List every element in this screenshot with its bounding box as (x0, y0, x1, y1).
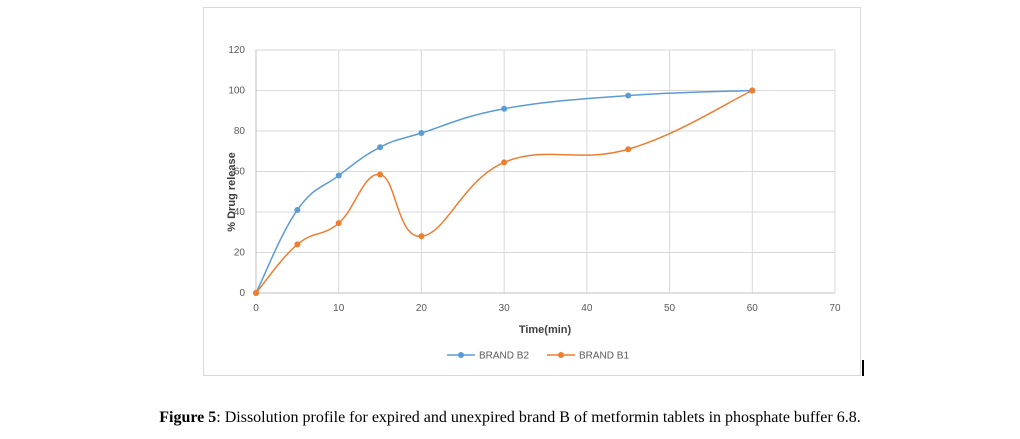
data-point-brand-b1 (501, 159, 508, 166)
data-point-brand-b2 (377, 144, 384, 151)
x-tick-label: 10 (333, 303, 345, 314)
x-tick-label: 50 (664, 303, 676, 314)
data-point-brand-b2 (501, 105, 508, 112)
y-tick-label: 100 (228, 86, 245, 97)
data-point-brand-b2 (335, 172, 342, 179)
figure-caption: Figure 5: Dissolution profile for expire… (0, 409, 1020, 427)
legend-marker-brand-b1 (558, 352, 564, 358)
axes: 0 20 40 60 80 100 120 0 10 20 30 40 50 60 70 (228, 45, 841, 314)
x-tick-label: 30 (499, 303, 511, 314)
text-cursor-mark (862, 360, 864, 376)
x-tick-label: 60 (747, 303, 759, 314)
caption-text: : Dissolution profile for expired and un… (216, 409, 861, 426)
y-tick-label: 20 (234, 248, 246, 259)
y-tick-label: 80 (234, 126, 246, 137)
data-point-brand-b1 (749, 87, 756, 94)
gridlines (255, 49, 836, 294)
line-chart: 0 20 40 60 80 100 120 0 10 20 30 40 50 60 70 Time(min)… (226, 45, 841, 362)
y-axis-title: % Drug release (226, 152, 238, 231)
x-tick-label: 70 (829, 303, 841, 314)
legend-label-brand-b2: BRAND B2 (479, 351, 529, 362)
chart-frame: 0 20 40 60 80 100 120 0 10 20 30 40 50 60 70 Time(min)… (203, 7, 861, 376)
data-point-brand-b2 (294, 206, 301, 213)
caption-label: Figure 5 (159, 409, 217, 426)
data-point-brand-b2 (625, 92, 632, 99)
x-tick-label: 20 (416, 303, 428, 314)
x-tick-label: 40 (581, 303, 593, 314)
y-tick-label: 0 (239, 288, 245, 299)
data-point-brand-b1 (418, 233, 425, 240)
legend-label-brand-b1: BRAND B1 (579, 351, 629, 362)
series-layer (253, 87, 756, 296)
legend-marker-brand-b2 (458, 352, 464, 358)
y-tick-label: 120 (228, 45, 245, 56)
data-point-brand-b1 (253, 290, 259, 296)
data-point-brand-b1 (294, 241, 301, 248)
y-tick-label: 40 (234, 207, 246, 218)
y-tick-label: 60 (234, 167, 246, 178)
data-point-brand-b2 (418, 130, 425, 137)
data-point-brand-b1 (625, 146, 632, 153)
x-tick-label: 0 (253, 303, 259, 314)
data-point-brand-b1 (377, 171, 384, 178)
data-point-brand-b1 (335, 220, 342, 227)
legend: BRAND B2 BRAND B1 (447, 351, 629, 362)
x-axis-title: Time(min) (519, 324, 572, 336)
